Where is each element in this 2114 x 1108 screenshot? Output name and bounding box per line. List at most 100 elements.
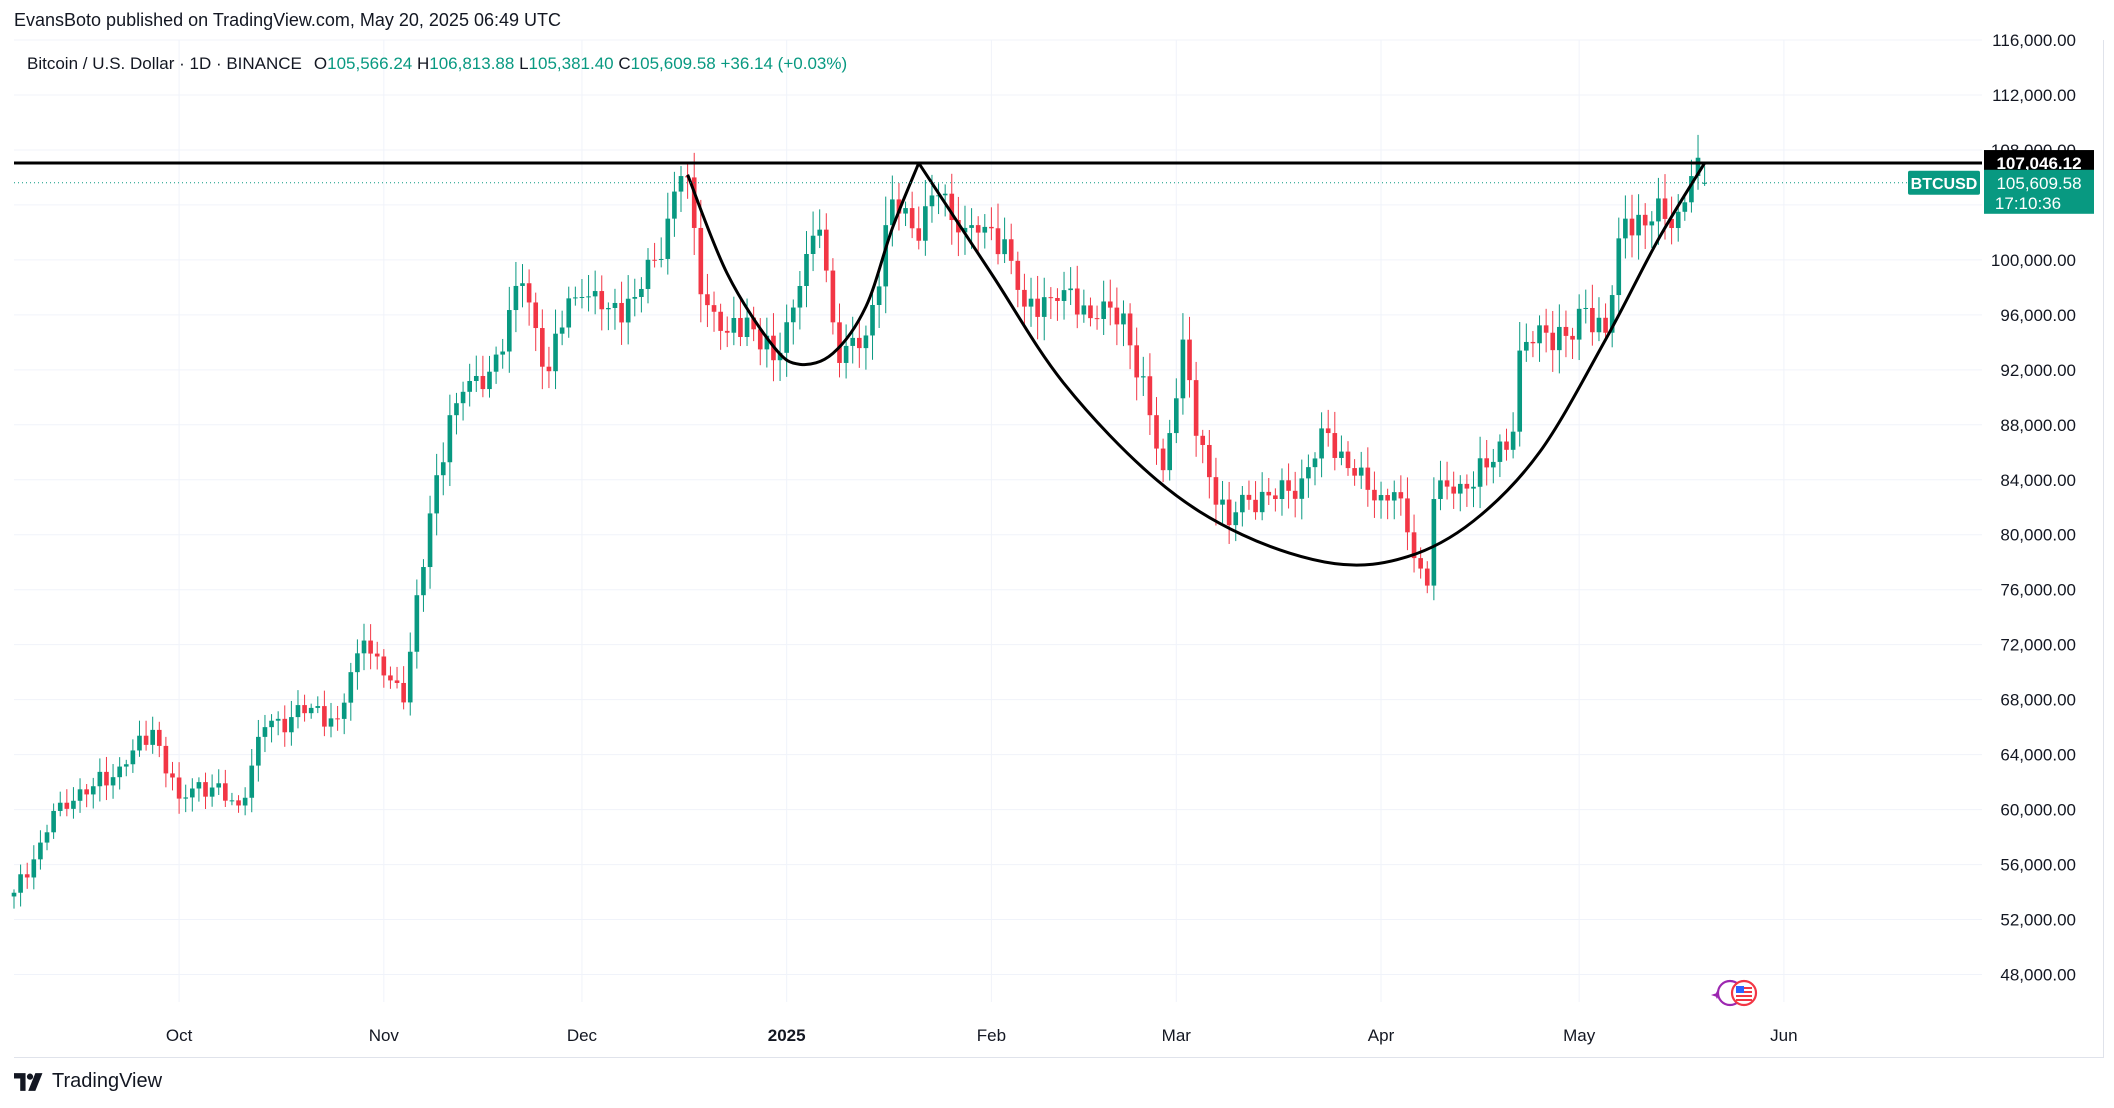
candle-body [1490,461,1496,468]
candle-body [1563,326,1569,336]
publisher-header: EvansBoto published on TradingView.com, … [14,10,561,30]
candle-body [1127,313,1133,346]
candle-body [1193,380,1199,436]
candle-body [1292,490,1298,499]
candle-body [335,718,340,720]
y-tick-label: 56,000.00 [2000,856,2076,875]
candle-body [1134,345,1139,378]
candle-body [1385,495,1390,501]
last-price-label: 105,609.58 [1996,174,2081,193]
candle-body [876,286,882,306]
candle-body [665,218,671,259]
candle-body [989,226,994,229]
candle-body [982,226,988,233]
candle-body [1576,308,1582,340]
candle-body [289,717,294,733]
candle-body [1061,290,1067,301]
candle-body [1140,376,1146,378]
candle-body [586,296,591,298]
candle-body [1028,298,1034,307]
candle-body [57,802,63,811]
candle-body [1068,288,1073,291]
candle-body [1398,492,1404,499]
close-value: 105,609.58 [630,54,716,73]
candle-body [262,727,268,737]
candle-body [1286,480,1291,491]
candle-body [229,800,235,802]
candle-body [64,802,70,809]
candle-body [1675,211,1681,229]
candle-body [1682,202,1688,212]
candle-body [302,705,307,714]
y-tick-label: 68,000.00 [2000,691,2076,710]
candle-body [942,193,948,196]
candle-body [632,296,638,299]
candle-body [90,786,96,795]
candle-body [1213,477,1219,505]
candle-body [368,640,373,654]
candle-body [1147,376,1153,416]
candle-body [1187,339,1192,381]
symbol-legend: Bitcoin / U.S. Dollar · 1D · BINANCE O10… [27,54,847,74]
candle-body [1424,568,1430,586]
candle-body [1240,494,1245,513]
candle-body [1418,558,1423,569]
candle-body [434,475,439,514]
candle-body [1015,260,1021,290]
candle-body [1352,468,1357,476]
candle-body [1253,499,1258,513]
candle-body [1391,492,1397,501]
candle-body [738,317,743,337]
candle-body [672,191,677,219]
candle-body [678,176,684,192]
candle-body [513,285,519,311]
candle-body [777,352,783,361]
candle-body [11,892,17,897]
candle-body [1702,182,1707,184]
resistance-level-layer [14,161,1982,184]
candle-body [1055,297,1060,301]
symbol-title: Bitcoin / U.S. Dollar · 1D · BINANCE [27,54,302,73]
candle-body [1590,307,1595,333]
x-tick-label: Oct [166,1026,193,1045]
candle-body [857,337,862,349]
candle-body [1378,495,1384,501]
candle-body [454,403,459,416]
candle-body [1636,214,1641,236]
candle-body [256,736,261,766]
candle-body [1121,313,1126,325]
resistance-price-label: 107,046.12 [1996,154,2081,173]
candle-body [1167,433,1173,471]
event-markers[interactable] [1706,978,1764,1012]
tradingview-logo[interactable]: TradingView [14,1070,162,1093]
candle-body [1259,491,1265,513]
candle-body [929,195,935,207]
candle-body [1504,441,1509,450]
candle-body [1035,298,1040,317]
candle-body [394,680,400,683]
candle-body [163,745,169,774]
candle-body [757,329,763,350]
candle-body [1345,451,1351,469]
candle-body [592,291,598,297]
y-tick-label: 52,000.00 [2000,911,2076,930]
candle-body [916,228,922,241]
candle-body [1002,239,1007,255]
candle-body [810,235,816,255]
candle-body [890,199,895,226]
candle-body [546,366,552,372]
y-tick-label: 76,000.00 [2000,581,2076,600]
candle-body [1273,495,1278,500]
y-tick-label: 64,000.00 [2000,746,2076,765]
candle-body [751,317,756,330]
candle-body [1656,198,1661,222]
candle-body [625,298,631,323]
candle-body [1649,221,1655,226]
y-tick-label: 60,000.00 [2000,801,2076,820]
candle-body [1081,305,1087,315]
candle-body [1510,431,1516,450]
candle-body [1114,307,1120,325]
candle-body [236,800,241,806]
candle-body [1332,433,1338,458]
